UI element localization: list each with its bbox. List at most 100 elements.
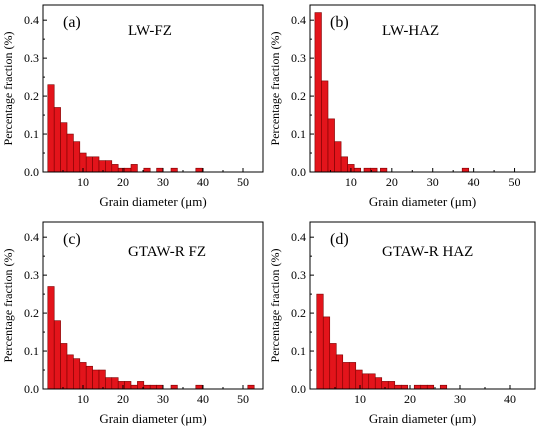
histogram-bar	[368, 373, 376, 390]
chart-panel-4: 0.0 0.1 0.2 0.3 0.4 10 20 30 40 Grain diameter (μ…	[268, 221, 536, 426]
histogram-bar	[195, 384, 203, 390]
histogram-bar	[374, 377, 383, 390]
y-tick-label: 0.0	[291, 165, 306, 179]
x-tick-label: 10	[77, 175, 89, 189]
histogram-bar	[47, 84, 55, 173]
histogram-bar	[98, 160, 106, 173]
histogram-bar	[170, 384, 178, 390]
x-tick-label: 30	[427, 175, 439, 189]
y-tick-label: 0.4	[24, 230, 39, 244]
x-tick-label: 40	[468, 175, 480, 189]
histogram-bar	[329, 343, 337, 390]
y-axis-label: Percentage fraction (%)	[268, 249, 282, 363]
histogram-bar	[353, 167, 362, 173]
histogram-bar	[195, 167, 203, 173]
histogram-bar	[361, 373, 370, 390]
chart-panel-1: 0.0 0.1 0.2 0.3 0.4 10 20 30 40 50 Grain diameter …	[1, 4, 264, 209]
y-tick-label: 0.2	[24, 89, 39, 103]
histogram-bar	[66, 354, 74, 390]
histogram-bar	[327, 118, 335, 173]
histogram-bar	[98, 369, 106, 390]
histogram-bar	[117, 381, 125, 390]
x-axis-label: Grain diameter (μm)	[369, 194, 476, 209]
histogram-bar	[47, 286, 55, 390]
x-tick-label: 20	[386, 175, 398, 189]
histogram-bar	[156, 167, 164, 173]
chart-title: GTAW-R HAZ	[382, 244, 473, 260]
histogram-bar	[342, 362, 350, 390]
x-tick-label: 20	[117, 175, 129, 189]
plot-frame	[309, 4, 536, 173]
histogram-bar	[348, 362, 357, 390]
y-tick-label: 0.2	[291, 89, 306, 103]
histogram-bar	[316, 293, 324, 390]
histogram-bar	[92, 369, 100, 390]
histogram-bar	[85, 156, 93, 173]
y-tick-label: 0.2	[291, 306, 306, 320]
histogram-bar	[124, 381, 132, 390]
chart-title: GTAW-R FZ	[128, 244, 206, 260]
histogram-bar	[380, 167, 388, 173]
y-tick-label: 0.0	[24, 165, 39, 179]
plot-frame	[42, 4, 264, 173]
histogram-bar	[149, 384, 157, 390]
y-tick-label: 0.4	[291, 230, 306, 244]
x-tick-label: 50	[509, 175, 521, 189]
histogram-bar	[111, 164, 119, 173]
x-axis-label: Grain diameter (μm)	[369, 411, 476, 426]
x-tick-label: 50	[237, 175, 249, 189]
y-tick-label: 0.1	[291, 344, 306, 358]
panel-label: (a)	[63, 14, 81, 31]
x-tick-label: 10	[345, 175, 357, 189]
y-tick-label: 0.3	[24, 268, 39, 282]
y-tick-label: 0.0	[291, 382, 306, 396]
x-tick-label: 10	[77, 392, 89, 406]
histogram-bar	[413, 384, 422, 390]
x-tick-label: 30	[157, 392, 169, 406]
histogram-bar	[143, 167, 151, 173]
histogram-bar	[105, 377, 113, 390]
chart-panel-3: 0.0 0.1 0.2 0.3 0.4 10 20 30 40 50 Grain diameter …	[1, 221, 264, 426]
x-tick-label: 40	[197, 392, 209, 406]
histogram-bar	[314, 12, 322, 173]
histogram-bar	[60, 343, 68, 390]
histogram-bar	[143, 384, 151, 390]
panel-label: (c)	[63, 231, 81, 248]
histogram-bar	[363, 167, 371, 173]
y-tick-label: 0.3	[291, 51, 306, 65]
histogram-bar	[394, 384, 402, 390]
y-tick-label: 0.0	[24, 382, 39, 396]
histogram-bar	[335, 354, 344, 390]
x-tick-label: 10	[354, 392, 366, 406]
histogram-bar	[105, 160, 113, 173]
histogram-bar	[130, 164, 138, 173]
y-tick-label: 0.3	[24, 51, 39, 65]
histogram-bar	[322, 316, 331, 390]
histogram-bar	[355, 369, 363, 390]
histogram-bar	[66, 133, 74, 173]
histogram-bar	[170, 167, 178, 173]
histogram-bar	[124, 167, 132, 173]
histogram-bar	[53, 320, 61, 390]
x-tick-label: 40	[197, 175, 209, 189]
plot-frame	[42, 221, 264, 390]
x-tick-label: 30	[454, 392, 466, 406]
chart-title: LW-FZ	[128, 23, 172, 39]
histogram-bar	[340, 156, 348, 173]
y-tick-label: 0.1	[291, 127, 306, 141]
x-tick-label: 20	[117, 392, 129, 406]
histogram-bar	[92, 156, 100, 173]
histogram-bar	[111, 377, 119, 390]
y-axis-label: Percentage fraction (%)	[268, 32, 282, 146]
histogram-bar	[420, 384, 428, 390]
histogram-bar	[439, 384, 448, 390]
chart-panel-2: 0.0 0.1 0.2 0.3 0.4 10 20 30 40 50 Grain diameter …	[268, 4, 536, 209]
histogram-bar	[247, 384, 255, 390]
x-tick-label: 50	[237, 392, 249, 406]
histogram-bar	[73, 141, 81, 173]
histogram-bar	[400, 384, 409, 390]
panel-label: (b)	[330, 14, 349, 31]
histogram-bar	[85, 365, 93, 390]
x-axis-label: Grain diameter (μm)	[99, 194, 206, 209]
